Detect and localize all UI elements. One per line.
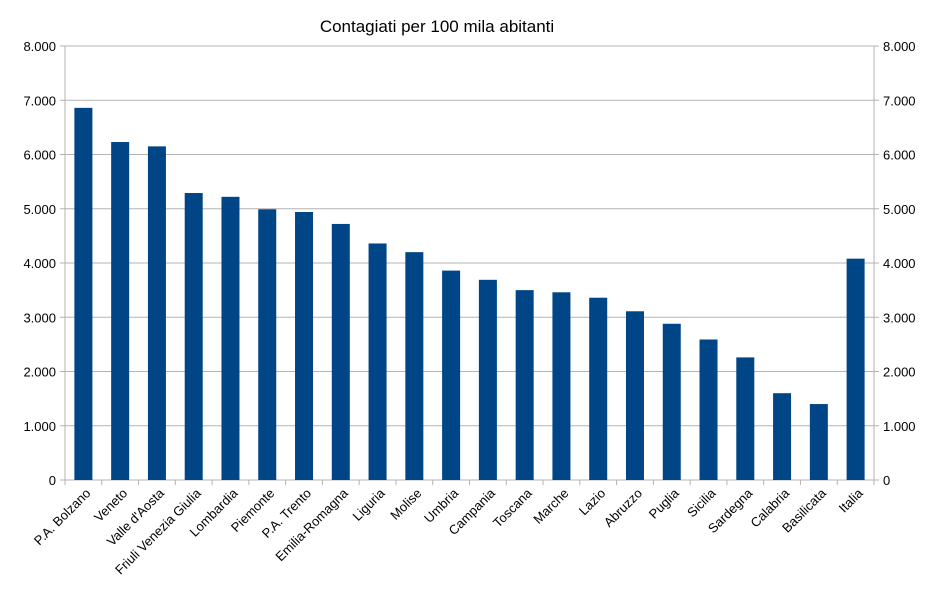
- bar-sicilia: [699, 339, 718, 480]
- y-tick-label-left: 4.000: [23, 256, 56, 271]
- bar-umbria: [442, 270, 461, 480]
- y-tick-label-right: 4.000: [883, 256, 916, 271]
- y-tick-label-left: 7.000: [23, 93, 56, 108]
- bar-abruzzo: [625, 311, 644, 480]
- bar-liguria: [368, 243, 387, 480]
- x-category-label: Liguria: [349, 485, 388, 524]
- bar-toscana: [515, 290, 534, 480]
- y-tick-label-left: 1.000: [23, 419, 56, 434]
- x-category-label: Molise: [387, 486, 424, 523]
- bar-lazio: [589, 297, 608, 480]
- bar-friuli-venezia-giulia: [184, 193, 203, 480]
- bar-emilia-romagna: [331, 223, 350, 480]
- y-tick-label-left: 0: [49, 473, 56, 488]
- bar-p-a-trento: [295, 212, 314, 480]
- bar-veneto: [111, 142, 130, 480]
- bar-italia: [846, 258, 865, 480]
- x-category-label: Italia: [836, 485, 867, 516]
- bars: [74, 107, 865, 481]
- x-category-label: Sicilia: [684, 485, 719, 520]
- bar-campania: [478, 279, 497, 480]
- y-tick-label-left: 6.000: [23, 148, 56, 163]
- axes: [60, 45, 879, 485]
- bar-basilicata: [809, 404, 828, 480]
- bar-calabria: [773, 393, 792, 480]
- bar-molise: [405, 252, 424, 480]
- x-category-label: P.A. Bolzano: [31, 486, 94, 549]
- bar-puglia: [662, 323, 681, 480]
- y-tick-label-right: 7.000: [883, 93, 916, 108]
- y-tick-label-right: 0: [883, 473, 890, 488]
- y-tick-label-left: 2.000: [23, 365, 56, 380]
- bar-valle-d-aosta: [147, 146, 166, 481]
- x-category-label: Marche: [530, 486, 571, 527]
- y-tick-label-right: 6.000: [883, 148, 916, 163]
- y-tick-label-left: 8.000: [23, 39, 56, 54]
- bar-piemonte: [258, 209, 277, 481]
- y-tick-label-right: 1.000: [883, 419, 916, 434]
- y-tick-label-right: 5.000: [883, 202, 916, 217]
- chart-title: Contagiati per 100 mila abitanti: [320, 17, 554, 36]
- bar-lombardia: [221, 196, 240, 480]
- y-tick-label-left: 3.000: [23, 310, 56, 325]
- y-tick-label-left: 5.000: [23, 202, 56, 217]
- y-tick-label-right: 3.000: [883, 310, 916, 325]
- bar-p-a-bolzano: [74, 107, 93, 480]
- bar-sardegna: [736, 357, 755, 480]
- bar-marche: [552, 292, 571, 480]
- y-tick-label-right: 2.000: [883, 365, 916, 380]
- y-tick-label-right: 8.000: [883, 39, 916, 54]
- x-category-label: Toscana: [490, 485, 535, 530]
- x-category-label: Puglia: [646, 485, 683, 522]
- x-category-label: Lazio: [576, 486, 609, 519]
- x-category-label: Abruzzo: [601, 486, 645, 530]
- y-axis-right-ticks: 0 1.000 2.000 3.000 4.000 5.000 6.000 7.000 8.00…: [883, 39, 916, 488]
- y-axis-left-ticks: 0 1.000 2.000 3.000 4.000 5.000 6.000 7.000 8.00…: [23, 39, 56, 488]
